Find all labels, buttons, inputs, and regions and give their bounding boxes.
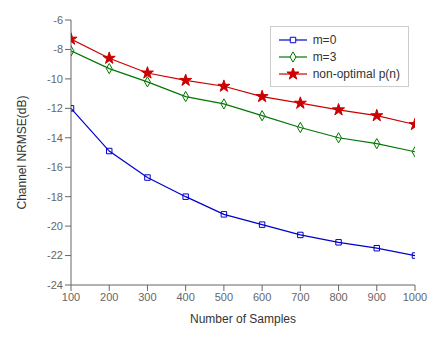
svg-text:-18: -18 [47, 191, 63, 203]
svg-text:200: 200 [100, 291, 118, 303]
svg-text:Channel NRMSE(dB): Channel NRMSE(dB) [15, 95, 29, 209]
svg-text:100: 100 [62, 291, 80, 303]
svg-text:-24: -24 [47, 279, 63, 291]
svg-text:-14: -14 [47, 132, 63, 144]
svg-text:Number of Samples: Number of Samples [190, 312, 296, 326]
html-text:m=0: m=0 [312, 32, 337, 47]
svg-text:500: 500 [215, 291, 233, 303]
svg-text:-6: -6 [53, 14, 63, 26]
svg-text:400: 400 [176, 291, 194, 303]
svg-text:-12: -12 [47, 102, 63, 114]
svg-text:-22: -22 [47, 249, 63, 261]
svg-text:300: 300 [138, 291, 156, 303]
svg-text:-16: -16 [47, 161, 63, 173]
svg-text:700: 700 [291, 291, 309, 303]
svg-text:-8: -8 [53, 43, 63, 55]
svg-text:1000: 1000 [403, 291, 427, 303]
html-text:non-optimal p(n): non-optimal p(n) [312, 66, 400, 81]
svg-text:600: 600 [253, 291, 271, 303]
svg-text:900: 900 [368, 291, 386, 303]
html-text:m=3: m=3 [312, 49, 337, 64]
svg-text:-20: -20 [47, 220, 63, 232]
svg-text:-10: -10 [47, 73, 63, 85]
svg-text:800: 800 [329, 291, 347, 303]
